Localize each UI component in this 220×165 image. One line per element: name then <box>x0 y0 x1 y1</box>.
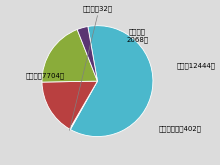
Text: 做千亩12444人: 做千亩12444人 <box>176 62 215 69</box>
Text: 党纪处分
2068人: 党纪处分 2068人 <box>126 28 148 43</box>
Wedge shape <box>70 81 97 130</box>
Wedge shape <box>42 30 97 82</box>
Wedge shape <box>42 81 97 129</box>
Text: 打波下令32人: 打波下令32人 <box>82 6 112 12</box>
Wedge shape <box>70 26 153 137</box>
Text: 监控人员7704人: 监控人员7704人 <box>25 72 64 79</box>
Text: 立案侦查一批402人: 立案侦查一批402人 <box>158 125 202 132</box>
Wedge shape <box>77 27 97 81</box>
